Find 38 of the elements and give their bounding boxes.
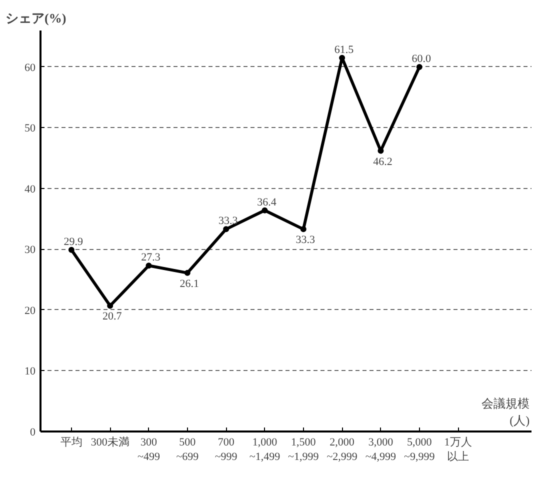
data-label: 27.3: [141, 252, 161, 264]
point: [107, 302, 114, 309]
y-tick-label: 20: [24, 304, 36, 317]
y-tick-label: 50: [24, 122, 36, 135]
y-axis-title: シェア(%): [6, 10, 66, 26]
x-tick-label: 1万人以上: [444, 436, 472, 463]
y-tick-label: 0: [30, 426, 36, 438]
data-label: 29.9: [64, 236, 84, 248]
point: [184, 270, 190, 276]
y-tick-label: 10: [24, 366, 36, 378]
y-tick-label: 40: [24, 183, 36, 196]
x-tick-label: 2,000 ~2,999: [326, 436, 358, 463]
x-tick-label: 1,000 ~1,499: [249, 436, 281, 463]
data-label: 33.3: [218, 215, 238, 228]
y-tick-label: 60: [24, 62, 36, 74]
x-tick-label: 700 ~999: [214, 436, 238, 463]
point: [300, 226, 306, 232]
point: [416, 64, 422, 70]
x-tick-label: 500 ~699: [176, 436, 200, 463]
x-tick-label: 平均: [60, 436, 82, 448]
point: [146, 262, 152, 269]
data-label: 36.4: [257, 196, 277, 208]
x-tick-label: 300未満: [90, 436, 130, 448]
data-label: 33.3: [296, 234, 316, 246]
x-tick-label: 1,500 ~1,999: [288, 436, 320, 463]
point: [262, 207, 268, 214]
y-tick-label: 30: [24, 244, 36, 256]
data-label: 60.0: [412, 52, 432, 65]
x-tick-label: 5,000 ~9,999: [404, 436, 436, 463]
data-label: 46.2: [373, 156, 392, 168]
x-axis-title: 会議規模 (人): [482, 396, 530, 428]
point: [68, 246, 74, 253]
x-tick-label: 300 ~499: [138, 436, 160, 463]
x-tick-label: 3,000 ~4,999: [365, 436, 397, 463]
data-label: 26.1: [180, 278, 200, 290]
point: [223, 226, 230, 232]
data-label: 61.5: [334, 44, 354, 56]
data-label: 20.7: [102, 310, 122, 323]
